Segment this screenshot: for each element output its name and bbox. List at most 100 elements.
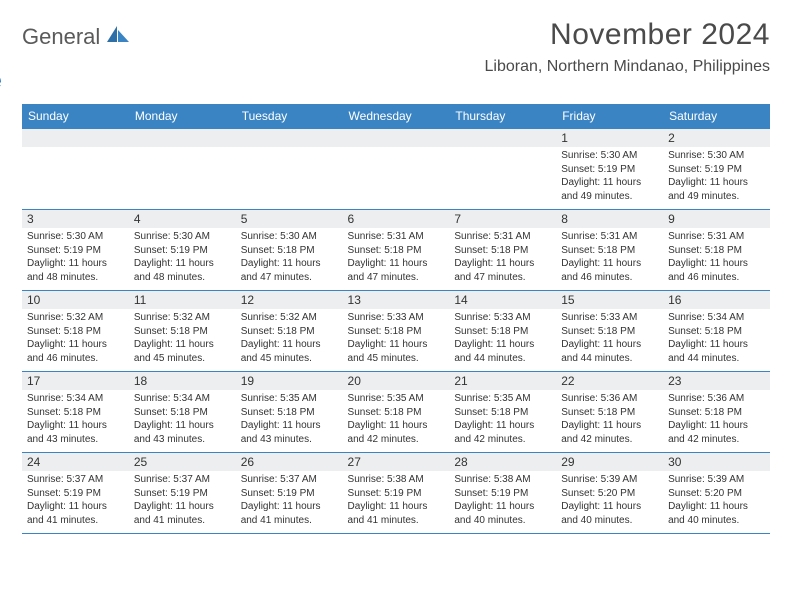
calendar-day-cell: 17Sunrise: 5:34 AMSunset: 5:18 PMDayligh… bbox=[22, 372, 129, 453]
calendar-week-row: 17Sunrise: 5:34 AMSunset: 5:18 PMDayligh… bbox=[22, 372, 770, 453]
sunset-text: Sunset: 5:18 PM bbox=[348, 406, 445, 420]
day-data: Sunrise: 5:35 AMSunset: 5:18 PMDaylight:… bbox=[449, 390, 556, 452]
daylight-text: Daylight: 11 hours and 43 minutes. bbox=[27, 419, 124, 446]
day-data: Sunrise: 5:31 AMSunset: 5:18 PMDaylight:… bbox=[556, 228, 663, 290]
day-number bbox=[449, 129, 556, 147]
sunrise-text: Sunrise: 5:30 AM bbox=[27, 230, 124, 244]
calendar-day-cell: 14Sunrise: 5:33 AMSunset: 5:18 PMDayligh… bbox=[449, 291, 556, 372]
daylight-text: Daylight: 11 hours and 41 minutes. bbox=[134, 500, 231, 527]
sunset-text: Sunset: 5:18 PM bbox=[668, 325, 765, 339]
brand-sail-icon bbox=[107, 26, 129, 44]
calendar-day-cell: 28Sunrise: 5:38 AMSunset: 5:19 PMDayligh… bbox=[449, 453, 556, 534]
daylight-text: Daylight: 11 hours and 42 minutes. bbox=[348, 419, 445, 446]
calendar-day-cell bbox=[449, 129, 556, 210]
day-number: 19 bbox=[236, 372, 343, 390]
sunset-text: Sunset: 5:18 PM bbox=[668, 406, 765, 420]
day-data bbox=[129, 147, 236, 207]
daylight-text: Daylight: 11 hours and 40 minutes. bbox=[454, 500, 551, 527]
daylight-text: Daylight: 11 hours and 49 minutes. bbox=[668, 176, 765, 203]
day-number bbox=[22, 129, 129, 147]
sunrise-text: Sunrise: 5:31 AM bbox=[348, 230, 445, 244]
daylight-text: Daylight: 11 hours and 48 minutes. bbox=[27, 257, 124, 284]
daylight-text: Daylight: 11 hours and 43 minutes. bbox=[241, 419, 338, 446]
day-number: 4 bbox=[129, 210, 236, 228]
sunset-text: Sunset: 5:18 PM bbox=[454, 325, 551, 339]
calendar-day-cell: 4Sunrise: 5:30 AMSunset: 5:19 PMDaylight… bbox=[129, 210, 236, 291]
sunrise-text: Sunrise: 5:34 AM bbox=[134, 392, 231, 406]
day-data: Sunrise: 5:32 AMSunset: 5:18 PMDaylight:… bbox=[129, 309, 236, 371]
day-data: Sunrise: 5:31 AMSunset: 5:18 PMDaylight:… bbox=[449, 228, 556, 290]
sunset-text: Sunset: 5:19 PM bbox=[241, 487, 338, 501]
sunset-text: Sunset: 5:18 PM bbox=[134, 325, 231, 339]
day-data: Sunrise: 5:35 AMSunset: 5:18 PMDaylight:… bbox=[343, 390, 450, 452]
daylight-text: Daylight: 11 hours and 40 minutes. bbox=[668, 500, 765, 527]
sunrise-text: Sunrise: 5:38 AM bbox=[348, 473, 445, 487]
weekday-header: Sunday bbox=[22, 104, 129, 129]
sunset-text: Sunset: 5:18 PM bbox=[454, 406, 551, 420]
day-data: Sunrise: 5:31 AMSunset: 5:18 PMDaylight:… bbox=[663, 228, 770, 290]
sunset-text: Sunset: 5:20 PM bbox=[561, 487, 658, 501]
day-data: Sunrise: 5:34 AMSunset: 5:18 PMDaylight:… bbox=[663, 309, 770, 371]
sunset-text: Sunset: 5:18 PM bbox=[27, 325, 124, 339]
day-data bbox=[343, 147, 450, 207]
calendar-day-cell: 23Sunrise: 5:36 AMSunset: 5:18 PMDayligh… bbox=[663, 372, 770, 453]
calendar-table: Sunday Monday Tuesday Wednesday Thursday… bbox=[22, 104, 770, 533]
calendar-day-cell: 27Sunrise: 5:38 AMSunset: 5:19 PMDayligh… bbox=[343, 453, 450, 534]
calendar-day-cell: 24Sunrise: 5:37 AMSunset: 5:19 PMDayligh… bbox=[22, 453, 129, 534]
calendar-week-row: 3Sunrise: 5:30 AMSunset: 5:19 PMDaylight… bbox=[22, 210, 770, 291]
calendar-day-cell: 25Sunrise: 5:37 AMSunset: 5:19 PMDayligh… bbox=[129, 453, 236, 534]
day-number: 17 bbox=[22, 372, 129, 390]
sunset-text: Sunset: 5:18 PM bbox=[348, 325, 445, 339]
daylight-text: Daylight: 11 hours and 41 minutes. bbox=[27, 500, 124, 527]
sunset-text: Sunset: 5:20 PM bbox=[668, 487, 765, 501]
sunrise-text: Sunrise: 5:33 AM bbox=[454, 311, 551, 325]
calendar-day-cell: 9Sunrise: 5:31 AMSunset: 5:18 PMDaylight… bbox=[663, 210, 770, 291]
calendar-day-cell: 1Sunrise: 5:30 AMSunset: 5:19 PMDaylight… bbox=[556, 129, 663, 210]
day-data: Sunrise: 5:37 AMSunset: 5:19 PMDaylight:… bbox=[236, 471, 343, 533]
sunrise-text: Sunrise: 5:39 AM bbox=[668, 473, 765, 487]
day-number: 21 bbox=[449, 372, 556, 390]
day-number bbox=[343, 129, 450, 147]
sunrise-text: Sunrise: 5:32 AM bbox=[241, 311, 338, 325]
sunset-text: Sunset: 5:18 PM bbox=[454, 244, 551, 258]
calendar-day-cell bbox=[343, 129, 450, 210]
brand-word-2: Blue bbox=[0, 68, 129, 94]
sunset-text: Sunset: 5:19 PM bbox=[27, 244, 124, 258]
day-number: 20 bbox=[343, 372, 450, 390]
day-number: 22 bbox=[556, 372, 663, 390]
calendar-day-cell: 5Sunrise: 5:30 AMSunset: 5:18 PMDaylight… bbox=[236, 210, 343, 291]
sunset-text: Sunset: 5:18 PM bbox=[134, 406, 231, 420]
calendar-week-row: 1Sunrise: 5:30 AMSunset: 5:19 PMDaylight… bbox=[22, 129, 770, 210]
day-number: 11 bbox=[129, 291, 236, 309]
daylight-text: Daylight: 11 hours and 44 minutes. bbox=[454, 338, 551, 365]
daylight-text: Daylight: 11 hours and 45 minutes. bbox=[241, 338, 338, 365]
weekday-header: Thursday bbox=[449, 104, 556, 129]
calendar-day-cell: 12Sunrise: 5:32 AMSunset: 5:18 PMDayligh… bbox=[236, 291, 343, 372]
day-number: 16 bbox=[663, 291, 770, 309]
page-header: General Blue November 2024 Liboran, Nort… bbox=[22, 18, 770, 94]
sunset-text: Sunset: 5:19 PM bbox=[668, 163, 765, 177]
day-number: 24 bbox=[22, 453, 129, 471]
day-data: Sunrise: 5:33 AMSunset: 5:18 PMDaylight:… bbox=[343, 309, 450, 371]
sunrise-text: Sunrise: 5:30 AM bbox=[134, 230, 231, 244]
sunset-text: Sunset: 5:19 PM bbox=[27, 487, 124, 501]
sunset-text: Sunset: 5:18 PM bbox=[241, 325, 338, 339]
sunset-text: Sunset: 5:18 PM bbox=[241, 244, 338, 258]
calendar-day-cell: 29Sunrise: 5:39 AMSunset: 5:20 PMDayligh… bbox=[556, 453, 663, 534]
day-data: Sunrise: 5:38 AMSunset: 5:19 PMDaylight:… bbox=[449, 471, 556, 533]
calendar-day-cell bbox=[129, 129, 236, 210]
day-data bbox=[22, 147, 129, 207]
daylight-text: Daylight: 11 hours and 47 minutes. bbox=[454, 257, 551, 284]
day-number bbox=[236, 129, 343, 147]
day-number: 18 bbox=[129, 372, 236, 390]
daylight-text: Daylight: 11 hours and 42 minutes. bbox=[668, 419, 765, 446]
day-data: Sunrise: 5:33 AMSunset: 5:18 PMDaylight:… bbox=[556, 309, 663, 371]
day-data: Sunrise: 5:30 AMSunset: 5:18 PMDaylight:… bbox=[236, 228, 343, 290]
sunrise-text: Sunrise: 5:35 AM bbox=[454, 392, 551, 406]
daylight-text: Daylight: 11 hours and 41 minutes. bbox=[241, 500, 338, 527]
sunrise-text: Sunrise: 5:30 AM bbox=[241, 230, 338, 244]
sunrise-text: Sunrise: 5:31 AM bbox=[561, 230, 658, 244]
day-data: Sunrise: 5:34 AMSunset: 5:18 PMDaylight:… bbox=[129, 390, 236, 452]
calendar-week-row: 24 Sunrise: 5:37 AMSunset: 5:19 PMDayligh… bbox=[22, 453, 770, 534]
day-data: Sunrise: 5:38 AMSunset: 5:19 PMDaylight:… bbox=[343, 471, 450, 533]
